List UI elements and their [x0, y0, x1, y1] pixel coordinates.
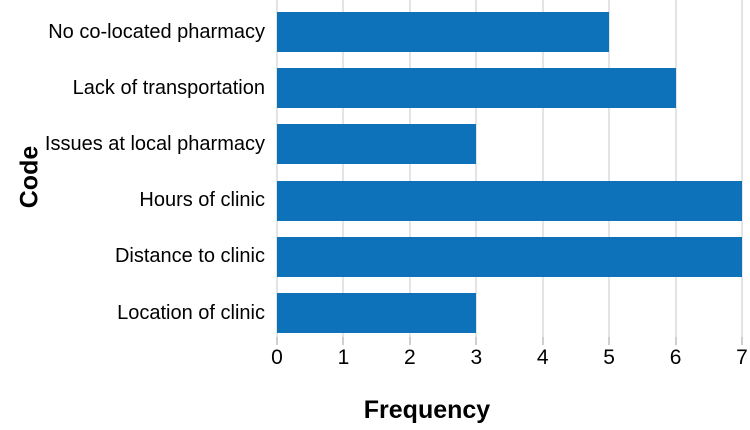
x-axis-title: Frequency	[363, 396, 491, 424]
bar-2	[277, 68, 676, 109]
gridline-x-0	[276, 0, 278, 337]
x-tick-label-5: 5	[603, 346, 615, 369]
gridline-x-2	[408, 0, 411, 337]
category-label-6: Location of clinic	[117, 301, 265, 324]
x-tick-label-4: 4	[536, 346, 549, 369]
gridline-x-5	[608, 0, 611, 337]
category-label-5: Distance to clinic	[114, 245, 265, 268]
x-tick-label-1: 1	[337, 346, 350, 369]
x-tick-mark-5	[608, 337, 611, 345]
x-tick-mark-1	[342, 337, 345, 345]
category-label-4: Hours of clinic	[139, 189, 265, 212]
plot-area	[276, 0, 743, 337]
bar-1	[277, 12, 610, 52]
gridline-x-3	[475, 0, 478, 337]
gridline-x-1	[342, 0, 345, 337]
bar-3	[277, 124, 477, 165]
bar-5	[277, 236, 742, 277]
x-tick-label-6: 6	[669, 346, 682, 369]
x-tick-mark-7	[741, 337, 743, 345]
x-tick-mark-6	[674, 337, 677, 345]
x-tick-mark-0	[276, 337, 278, 345]
x-tick-label-0: 0	[271, 346, 283, 369]
bar-6	[277, 293, 477, 333]
gridline-x-7	[741, 0, 743, 337]
gridline-x-6	[674, 0, 677, 337]
gridline-x-4	[541, 0, 544, 337]
bar-4	[277, 180, 742, 221]
x-tick-label-3: 3	[470, 346, 483, 369]
category-label-2: Lack of transportation	[72, 76, 265, 99]
x-tick-mark-4	[541, 337, 544, 345]
x-tick-label-2: 2	[404, 346, 416, 369]
category-label-1: No co-located pharmacy	[48, 20, 265, 43]
x-tick-mark-3	[475, 337, 478, 345]
x-tick-label-7: 7	[736, 346, 748, 369]
category-label-3: Issues at local pharmacy	[44, 132, 265, 155]
x-tick-mark-2	[408, 337, 411, 345]
